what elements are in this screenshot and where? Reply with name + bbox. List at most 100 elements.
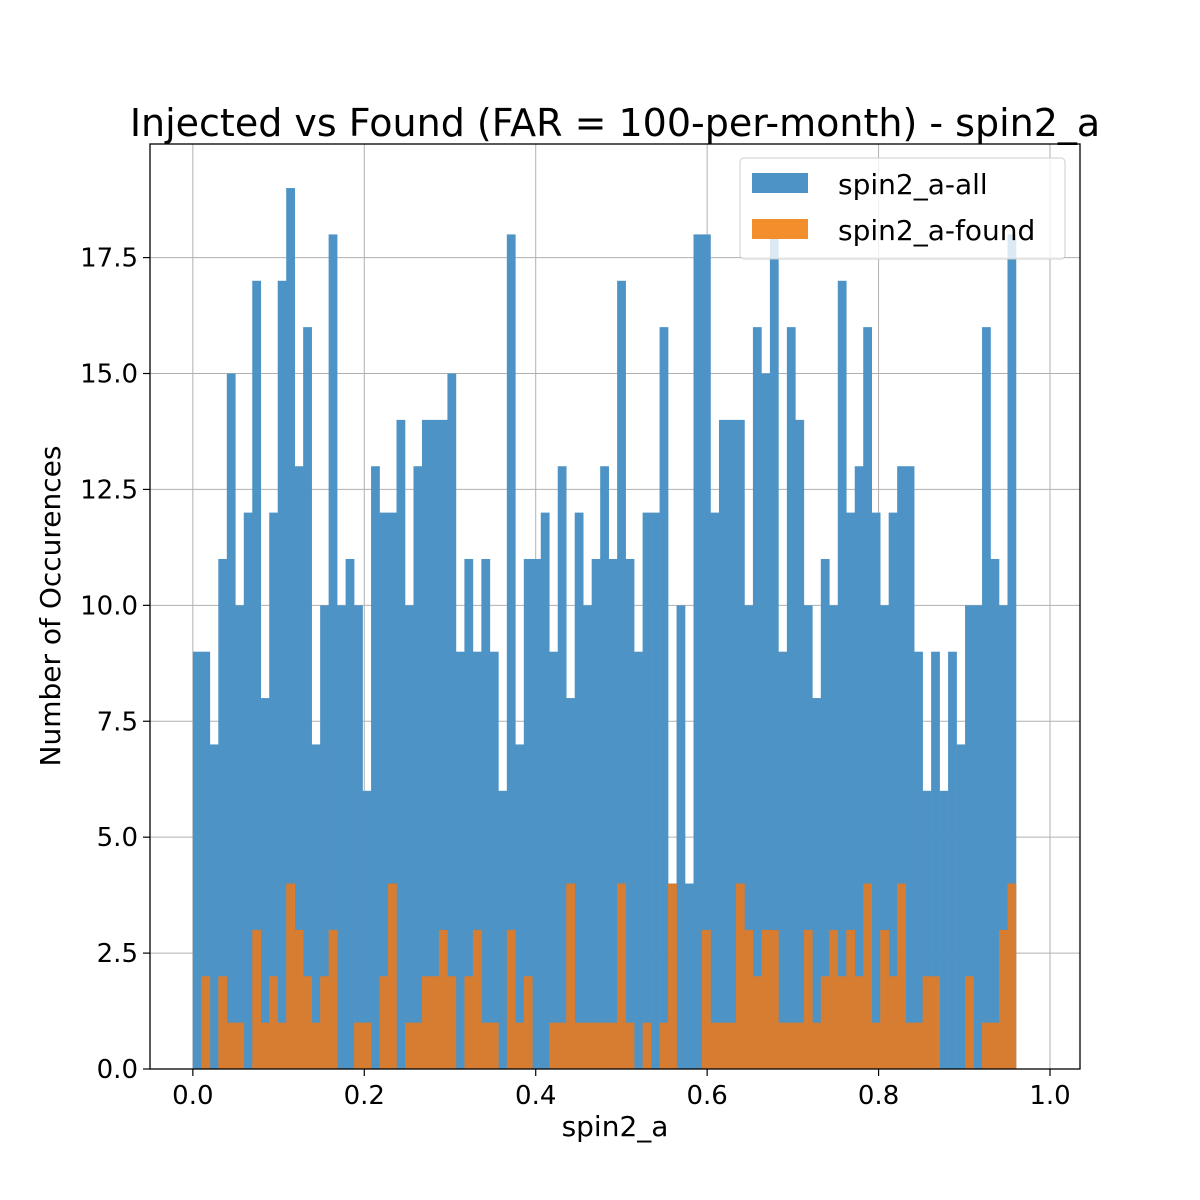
bar-all — [396, 419, 406, 1069]
bar-all — [710, 512, 720, 1069]
bar-all — [371, 466, 380, 1069]
bar-all — [489, 651, 499, 1069]
bar-found — [600, 1022, 609, 1069]
bar-found — [566, 883, 576, 1069]
legend-swatch-all — [752, 173, 808, 193]
y-tick-label: 10.0 — [80, 591, 138, 621]
bar-all — [880, 605, 889, 1069]
bar-all — [583, 605, 592, 1069]
bar-found — [320, 976, 329, 1069]
bar-all — [744, 605, 754, 1069]
bar-found — [812, 1022, 822, 1069]
bar-all — [260, 698, 270, 1069]
bar-all — [837, 280, 847, 1070]
bar-found — [506, 929, 516, 1069]
series-found-bars — [201, 883, 1017, 1069]
bar-found — [438, 929, 448, 1069]
bar-found — [752, 976, 762, 1069]
x-tick-label: 0.8 — [858, 1081, 899, 1111]
x-tick-label: 0.2 — [344, 1081, 385, 1111]
bar-all — [956, 744, 966, 1069]
bar-all — [888, 512, 898, 1069]
bar-all — [498, 790, 508, 1069]
bar-all — [209, 744, 219, 1069]
bar-found — [405, 1022, 414, 1069]
bar-all — [447, 373, 457, 1069]
y-tick-label: 12.5 — [80, 475, 138, 505]
bar-all — [472, 651, 482, 1069]
bar-all — [549, 651, 559, 1069]
bar-all — [337, 605, 346, 1069]
legend-swatch-found — [752, 219, 808, 239]
bar-all — [523, 558, 533, 1069]
bar-found — [252, 929, 262, 1069]
bar-found — [235, 1022, 245, 1069]
bar-all — [939, 790, 949, 1069]
bar-found — [718, 1022, 728, 1069]
bar-all — [820, 558, 830, 1069]
y-tick-label: 7.5 — [97, 707, 138, 737]
bar-found — [354, 1022, 363, 1069]
bar-all — [914, 651, 923, 1069]
bar-found — [625, 1022, 635, 1069]
bar-found — [523, 976, 533, 1069]
y-tick-label: 5.0 — [97, 823, 138, 853]
bar-found — [481, 1022, 491, 1069]
bar-all — [362, 790, 372, 1069]
bar-all — [617, 280, 626, 1070]
legend-frame — [739, 157, 1066, 260]
bar-found — [617, 883, 626, 1069]
bar-found — [880, 929, 889, 1069]
bar-found — [226, 1022, 236, 1069]
bar-found — [549, 1022, 559, 1069]
bar-found — [761, 929, 771, 1069]
bar-found — [430, 976, 440, 1069]
x-axis-ticks: 0.0 0.2 0.4 0.6 0.8 1.0 — [172, 1069, 1071, 1111]
y-axis-label: Number of Occurences — [34, 446, 67, 767]
bar-found — [328, 929, 338, 1069]
bar-all — [303, 327, 312, 1069]
bar-all — [702, 234, 711, 1070]
bar-all — [243, 512, 253, 1069]
bar-all — [438, 419, 448, 1069]
legend: spin2_a-all spin2_a-found — [739, 157, 1066, 260]
bar-found — [201, 976, 211, 1069]
bar-found — [863, 883, 873, 1069]
bar-found — [472, 929, 482, 1069]
bar-found — [888, 976, 898, 1069]
bar-found — [515, 1022, 525, 1069]
bar-all — [651, 512, 660, 1069]
bar-all — [871, 512, 881, 1069]
bar-all — [608, 558, 618, 1069]
bar-found — [914, 1022, 923, 1069]
bar-found — [464, 976, 474, 1069]
bar-all — [277, 280, 287, 1070]
bar-found — [218, 976, 228, 1069]
legend-label-all: spin2_a-all — [838, 168, 988, 201]
bar-found — [413, 1022, 423, 1069]
bar-all — [735, 419, 745, 1069]
y-axis-ticks: 0.0 2.5 5.0 7.5 10.0 12.5 15.0 17.5 — [80, 244, 150, 1085]
bar-all — [455, 651, 465, 1069]
bar-found — [931, 976, 940, 1069]
bar-all — [931, 651, 940, 1069]
bar-all — [948, 651, 957, 1069]
bar-all — [982, 327, 991, 1069]
x-tick-label: 0.4 — [515, 1081, 556, 1111]
bar-found — [269, 976, 279, 1069]
bar-found — [447, 976, 457, 1069]
bar-found — [574, 1022, 584, 1069]
bar-found — [846, 929, 856, 1069]
bar-found — [778, 1022, 788, 1069]
y-tick-label: 17.5 — [80, 244, 138, 274]
bar-found — [260, 1022, 270, 1069]
bar-all — [812, 698, 822, 1069]
bar-all — [685, 883, 694, 1069]
bar-found — [803, 929, 813, 1069]
y-tick-label: 0.0 — [97, 1055, 138, 1085]
bar-all — [345, 558, 355, 1069]
bar-all — [286, 188, 295, 1070]
bar-all — [761, 373, 771, 1069]
bar-all — [659, 327, 669, 1069]
